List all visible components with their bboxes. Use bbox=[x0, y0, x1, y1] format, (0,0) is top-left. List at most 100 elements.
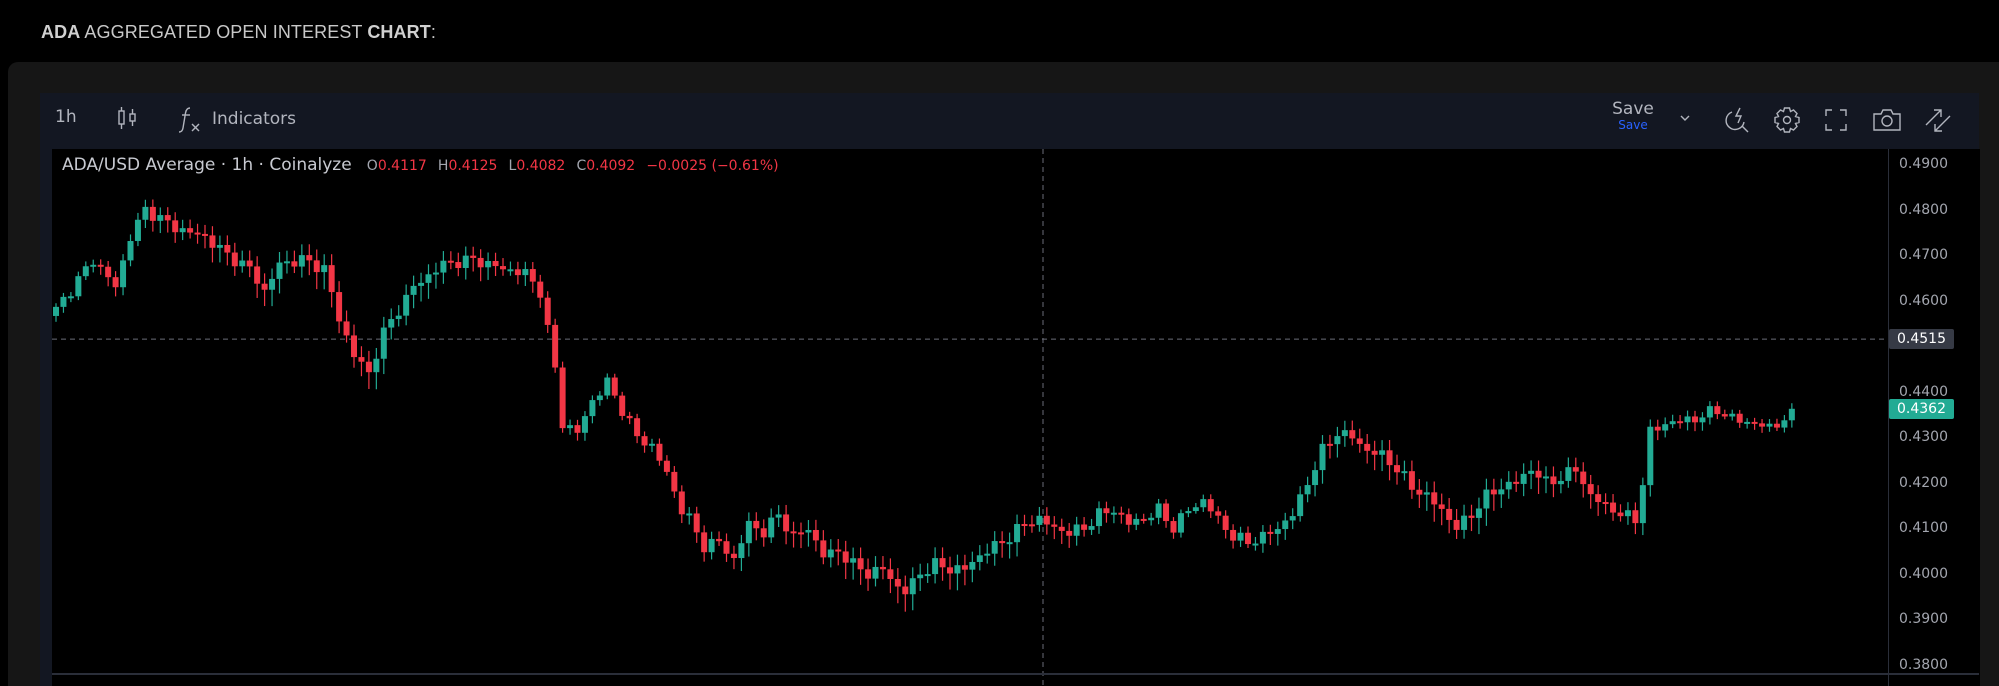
price-tick: 0.4000 bbox=[1899, 565, 1948, 582]
candle bbox=[179, 228, 186, 233]
candle bbox=[1528, 470, 1535, 474]
candle bbox=[894, 578, 901, 587]
heading-chart: CHART bbox=[367, 22, 431, 42]
candle bbox=[604, 377, 611, 396]
symbol-title: ADA/USD Average · 1h · Coinalyze bbox=[62, 155, 352, 175]
candle bbox=[522, 269, 529, 276]
save-button[interactable]: Save Save bbox=[1608, 101, 1658, 133]
candle bbox=[544, 297, 551, 325]
candle bbox=[1349, 430, 1356, 439]
candle bbox=[641, 436, 648, 446]
candle bbox=[581, 416, 588, 433]
candle bbox=[1624, 510, 1631, 517]
candle bbox=[790, 531, 797, 534]
candle bbox=[1215, 511, 1222, 516]
candle bbox=[82, 266, 89, 277]
candle bbox=[798, 532, 804, 535]
candles-icon[interactable] bbox=[116, 105, 140, 131]
candle bbox=[775, 514, 782, 518]
compare-arrows-icon[interactable] bbox=[1923, 105, 1953, 135]
candle bbox=[1461, 515, 1468, 530]
candle bbox=[507, 269, 514, 272]
candle bbox=[388, 319, 395, 328]
candle bbox=[1751, 421, 1758, 424]
candle bbox=[1572, 467, 1579, 472]
candle bbox=[1177, 513, 1184, 533]
candle bbox=[827, 549, 834, 558]
candle bbox=[701, 532, 708, 553]
candle bbox=[1773, 423, 1780, 428]
candle bbox=[1326, 443, 1333, 446]
candle bbox=[1677, 421, 1684, 424]
open-key: O bbox=[366, 158, 378, 174]
candle bbox=[1550, 476, 1557, 485]
candle bbox=[783, 514, 790, 532]
price-tick: 0.4800 bbox=[1899, 201, 1948, 218]
chart-canvas[interactable]: ADA/USD Average · 1h · Coinalyze O0.4117… bbox=[52, 149, 1888, 686]
candle bbox=[671, 471, 678, 492]
candle bbox=[1096, 508, 1102, 527]
chevron-down-icon[interactable] bbox=[1678, 113, 1692, 123]
candle bbox=[395, 315, 402, 320]
candle bbox=[492, 260, 499, 267]
candle bbox=[768, 517, 775, 538]
candle bbox=[1088, 526, 1095, 530]
candle bbox=[1058, 526, 1065, 531]
candlestick-series bbox=[52, 149, 1888, 686]
candle bbox=[999, 541, 1006, 544]
candle bbox=[1110, 512, 1117, 515]
candle bbox=[1304, 485, 1311, 495]
candle bbox=[1386, 450, 1393, 466]
quick-search-icon[interactable] bbox=[1723, 105, 1753, 135]
candle bbox=[1662, 424, 1669, 431]
chart-legend: ADA/USD Average · 1h · Coinalyze O0.4117… bbox=[62, 155, 779, 175]
candle bbox=[269, 278, 276, 290]
candle bbox=[365, 361, 372, 373]
candle bbox=[418, 282, 425, 286]
candle bbox=[1490, 489, 1497, 495]
candle bbox=[470, 255, 477, 258]
candle bbox=[134, 219, 141, 242]
candle bbox=[1639, 485, 1646, 524]
candle bbox=[1595, 494, 1602, 503]
candle bbox=[455, 262, 462, 268]
gear-icon[interactable] bbox=[1772, 105, 1802, 135]
candle bbox=[149, 206, 156, 221]
candle bbox=[1207, 499, 1214, 512]
heading-suffix: : bbox=[430, 22, 436, 42]
candle bbox=[231, 252, 238, 267]
candle bbox=[283, 261, 290, 264]
candle bbox=[1401, 471, 1408, 474]
candle bbox=[254, 266, 261, 284]
candle bbox=[164, 215, 171, 221]
candle bbox=[1505, 481, 1512, 490]
price-axis[interactable]: 0.3800 0.3900 0.4000 0.4100 0.4200 0.4300 0.44… bbox=[1888, 149, 1980, 686]
candle bbox=[1446, 508, 1453, 520]
candle bbox=[1394, 465, 1400, 473]
candle bbox=[1036, 515, 1043, 525]
candle bbox=[1543, 476, 1549, 479]
candle bbox=[1431, 492, 1438, 505]
candle bbox=[1438, 504, 1445, 509]
interval-button[interactable]: 1h bbox=[55, 107, 77, 127]
candle bbox=[1021, 524, 1028, 527]
candle bbox=[306, 255, 313, 261]
candle bbox=[1475, 508, 1482, 518]
candle bbox=[1066, 530, 1073, 536]
candle bbox=[1334, 436, 1341, 445]
price-tick: 0.4300 bbox=[1899, 429, 1948, 445]
candle bbox=[596, 395, 603, 401]
indicators-button[interactable]: Indicators bbox=[178, 104, 296, 134]
candle bbox=[1282, 520, 1289, 530]
candle bbox=[1252, 543, 1259, 546]
candle bbox=[559, 367, 566, 429]
candle bbox=[887, 569, 894, 579]
candle bbox=[60, 296, 67, 307]
chart-widget: 1h Indicators Save Save bbox=[40, 93, 1980, 686]
fullscreen-icon[interactable] bbox=[1823, 107, 1849, 133]
candle bbox=[716, 538, 723, 542]
candle bbox=[313, 260, 320, 273]
camera-icon[interactable] bbox=[1871, 106, 1903, 134]
candle bbox=[1647, 426, 1654, 486]
candle bbox=[67, 296, 74, 299]
